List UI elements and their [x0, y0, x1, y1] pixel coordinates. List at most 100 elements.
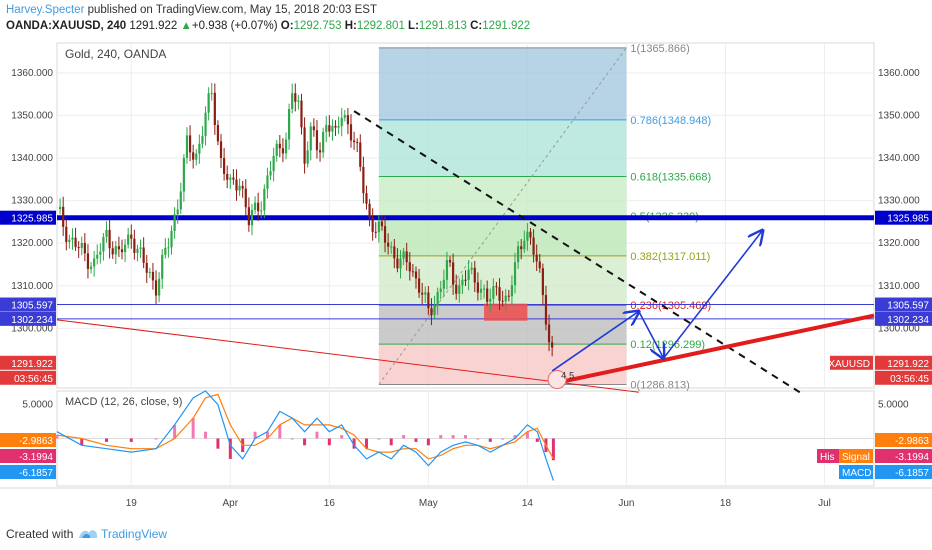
candle-body: [445, 260, 449, 280]
macd-legend-signal-bg: [839, 449, 873, 463]
macd-histogram-bar: [377, 438, 381, 440]
candle-body: [139, 247, 142, 249]
candle-body: [433, 304, 436, 316]
candle-body: [383, 226, 387, 243]
candle-body: [452, 262, 455, 285]
x-tick-label: Apr: [223, 498, 239, 509]
macd-histogram-bar: [265, 431, 269, 439]
candle-body: [300, 100, 303, 128]
fib-band: [378, 176, 627, 217]
macd-legend-macd-bg: [839, 465, 873, 479]
fib-band: [378, 119, 627, 177]
candle-body: [387, 242, 390, 247]
horizontal-levels[interactable]: [57, 215, 874, 321]
chart-title: Gold, 240, OANDA: [65, 47, 166, 61]
candle-body: [303, 127, 306, 164]
marker-label: 4: [561, 370, 566, 380]
candle-body: [464, 279, 467, 281]
right-level-badge: 1325.985: [887, 214, 929, 225]
fib-band: [378, 216, 627, 256]
candle-body: [269, 171, 272, 176]
candlesticks: [58, 82, 554, 357]
fib-level-label: 0.382(1317.011): [630, 251, 710, 263]
trendlines[interactable]: [56, 110, 875, 394]
candle-body: [263, 188, 266, 211]
candle-body: [198, 143, 201, 154]
candle-body: [219, 141, 223, 159]
candle-body: [489, 298, 492, 302]
symbol-tag: XAUUSD: [828, 359, 870, 370]
fib-level-label: 0.236(1305.469): [630, 300, 711, 312]
left-macd-badge: -6.1857: [19, 468, 53, 479]
candle-body: [411, 271, 414, 273]
candle-body: [161, 254, 164, 279]
author-link[interactable]: Harvey.Specter: [6, 4, 85, 16]
candle-body: [226, 173, 229, 180]
macd-title: MACD (12, 26, close, 9): [65, 396, 182, 408]
candle-body: [266, 175, 269, 189]
right-level-badge-bg: [875, 297, 932, 312]
candle-body: [424, 292, 427, 295]
candle-body: [127, 234, 130, 245]
chart-canvas[interactable]: 1(1365.866) 0.786(1348.948) 0.618(1335.668…: [0, 40, 932, 518]
candle-body: [213, 92, 216, 126]
candle-body: [331, 125, 334, 132]
right-last-price-bg: [875, 355, 932, 370]
publish-line: Harvey.Specter published on TradingView.…: [6, 4, 377, 16]
projection-arrow: [551, 311, 639, 372]
candle-body: [408, 262, 411, 272]
candle-body: [473, 267, 476, 283]
right-price-tick: 1320.000: [878, 238, 920, 249]
macd-histogram-bar: [253, 431, 257, 439]
candle-body: [390, 246, 393, 248]
candle-body: [253, 202, 257, 211]
candle-body: [68, 239, 71, 243]
candle-body: [288, 109, 291, 140]
candle-body: [405, 251, 408, 263]
candle-body: [501, 300, 504, 302]
left-level-badge-bg: [0, 297, 56, 312]
left-price-tick: 1320.000: [11, 238, 53, 249]
candle-body: [291, 93, 294, 110]
event-marker-icon: [547, 369, 567, 389]
candle-body: [272, 155, 275, 172]
macd-histogram-bar: [488, 438, 492, 442]
right-macd-badge-bg: [875, 465, 932, 479]
candle-body: [309, 126, 312, 151]
left-price-tick: 1340.000: [11, 153, 53, 164]
left-price-tick: 1350.000: [11, 110, 53, 121]
candle-body: [102, 236, 105, 252]
candle-body: [210, 92, 213, 94]
left-price-tick: 1360.000: [11, 68, 53, 79]
candle-body: [520, 246, 523, 250]
candle-body: [294, 93, 297, 102]
candle-body: [192, 152, 195, 160]
candle-body: [417, 278, 421, 293]
candle-body: [284, 139, 288, 154]
candle-body: [476, 282, 479, 293]
right-level-badge-bg: [875, 210, 932, 225]
tradingview-link[interactable]: TradingView: [101, 527, 168, 541]
up-arrow-icon: ▲: [180, 20, 192, 32]
candle-body: [145, 262, 148, 273]
candle-body: [402, 251, 405, 259]
right-price-tick: 1310.000: [878, 281, 920, 292]
candle-body: [130, 234, 133, 239]
left-level-badge-bg: [0, 311, 56, 326]
macd-line: [56, 390, 554, 481]
candle-body: [216, 125, 220, 142]
fib-level-label: 0.12(1296.299): [630, 339, 705, 351]
candle-body: [201, 135, 204, 144]
candle-body: [229, 177, 232, 180]
candle-body: [154, 280, 158, 296]
candle-body: [356, 142, 359, 144]
fibonacci-retracement[interactable]: 1(1365.866) 0.786(1348.948) 0.618(1335.668…: [378, 43, 711, 392]
candle-body: [223, 158, 226, 174]
candle-body: [325, 125, 328, 132]
candle-body: [179, 191, 182, 210]
fib-level-label: 0.618(1335.668): [630, 171, 711, 183]
candle-body: [71, 237, 74, 240]
candle-body: [427, 292, 430, 309]
right-macd-badge-bg: [875, 433, 932, 447]
